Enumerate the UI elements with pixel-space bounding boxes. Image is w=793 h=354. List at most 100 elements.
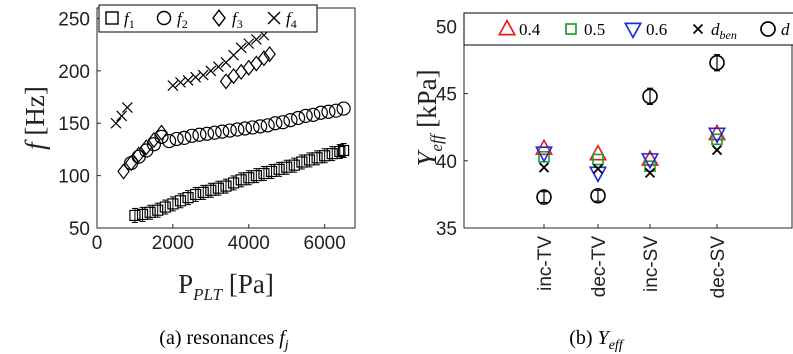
panel-b-point-0.6 (534, 146, 554, 163)
panel-a-point-f1 (159, 201, 171, 213)
panel-a-point-f2 (177, 130, 192, 146)
panel-a-point-f2 (207, 125, 222, 140)
panel-b-legend-label-3: 0.6 (646, 20, 667, 39)
panel-a-point-f4 (175, 76, 186, 88)
panel-a-x-tick-label: 2000 (152, 233, 194, 254)
panel-b-point-0.6 (707, 127, 727, 144)
panel-a-point-f2 (146, 137, 162, 152)
panel-a-legend-label-3: f3 (232, 9, 243, 31)
panel-b-point-0.6 (640, 153, 660, 170)
panel-a-series-f2 (124, 101, 351, 171)
panel-b-legend-marker-4 (692, 23, 704, 35)
legend-text: 0.4 (519, 20, 541, 39)
panel-a-y-tick-label: 200 (58, 62, 90, 83)
panel-a-point-f1 (258, 167, 270, 180)
caption-b: (b) Yeff (569, 327, 625, 353)
panel-a-point-f1 (136, 208, 149, 220)
panel-b-y-axis-label: Yeff [kPa] (412, 69, 446, 166)
panel-a-point-f4 (121, 102, 133, 113)
panel-a-point-f2 (154, 129, 169, 144)
panel-b-y-tick-label: 50 (436, 17, 457, 38)
panel-a-point-f1 (311, 152, 323, 164)
panel-a-point-f1 (197, 186, 209, 198)
panel-a-y-tick-label: 150 (58, 114, 90, 135)
panel-b-y-tick-label: 45 (436, 85, 457, 106)
panel-b-point-0.5 (644, 160, 656, 172)
panel-a-point-f2 (268, 116, 283, 131)
panel-b-point-0.6 (588, 166, 608, 183)
panel-a-point-f2 (169, 131, 184, 147)
panel-a-x-axis-label: PPLT [Pa] (178, 269, 274, 304)
panel-a-x-tick-label: 0 (92, 233, 103, 254)
panel-a-y-tick-label: 100 (58, 167, 90, 188)
panel-b-series-d (536, 54, 725, 205)
panel-a-point-f1 (303, 154, 316, 166)
panel-b-point-0.5 (711, 133, 723, 146)
panel-b-point-d_ben (711, 144, 723, 156)
panel-a-point-f2 (313, 105, 328, 120)
panel-a-resonances: 0 2000 4000 6000 50 100 150 200 250 f [Hz] PPLT … (20, 4, 356, 304)
legend-symbol-text: f (177, 9, 184, 28)
panel-b-y-tick-label: 35 (436, 219, 457, 240)
panel-a-point-f4 (116, 110, 128, 122)
panel-a-point-f4 (110, 117, 122, 129)
panel-b-point-d_ben (644, 167, 656, 179)
panel-a-point-f2 (161, 133, 177, 149)
panel-a-point-f2 (192, 127, 207, 142)
panel-a-point-f1 (212, 182, 225, 194)
panel-a-legend-label-1: f1 (124, 9, 135, 31)
caption-a: (a) resonances fj (159, 327, 289, 353)
panel-a-point-f2 (237, 121, 253, 136)
legend-text: d (781, 20, 790, 39)
panel-b-x-tick-label: dec-SV (708, 236, 729, 299)
panel-b-series-0.6 (534, 127, 727, 183)
panel-a-point-f2 (245, 120, 260, 135)
panel-a-point-f1 (227, 177, 240, 189)
legend-text: d (711, 20, 720, 39)
panel-a-x-tick-label: 6000 (304, 233, 346, 254)
legend-subscript: 1 (129, 17, 135, 31)
panel-a-legend-label-4: f4 (286, 9, 297, 31)
panel-b-point-0.4 (707, 123, 727, 141)
panel-a-x-tick-label: 4000 (228, 233, 270, 254)
panel-b-point-d_ben (592, 163, 604, 175)
legend-subscript: ben (720, 28, 737, 42)
panel-a-point-f3 (263, 45, 276, 63)
legend-text: 0.6 (646, 20, 667, 39)
panel-a-point-f1 (243, 172, 255, 184)
legend-symbol-text: f (124, 9, 131, 28)
panel-a-legend-marker-2 (156, 10, 172, 26)
panel-a-point-f2 (275, 115, 291, 130)
panel-a-legend-marker-4 (267, 11, 281, 25)
panel-a-point-f1 (235, 174, 247, 186)
panel-a-point-f1 (129, 209, 141, 222)
panel-b-legend-label-2: 0.5 (584, 20, 605, 39)
panel-b-x-tick-label: inc-SV (641, 236, 662, 292)
panel-a-point-f2 (199, 126, 215, 141)
panel-a-legend-marker-1 (105, 11, 119, 25)
panel-a-point-f3 (147, 131, 161, 149)
panel-a-point-f1 (338, 144, 350, 157)
panel-a-point-f1 (174, 195, 187, 207)
panel-a-series-f3 (117, 45, 276, 180)
panel-a-point-f2 (328, 103, 344, 118)
panel-b-point-d (709, 54, 725, 71)
panel-a-point-f1 (319, 150, 331, 162)
panel-a-point-f1 (167, 198, 179, 210)
legend-subscript: 2 (182, 17, 188, 31)
panel-b-x-tick-label: dec-TV (589, 236, 610, 298)
panel-a-point-f2 (290, 110, 306, 126)
legend-symbol-text: f (286, 9, 293, 28)
panel-a-y-axis-label: f [Hz] (20, 86, 50, 150)
panel-b-point-d (590, 187, 606, 204)
panel-b-legend-label-4: dben (711, 20, 737, 42)
panel-a-point-f4 (190, 71, 202, 83)
panel-b-y-tick-label: 40 (436, 152, 457, 173)
panel-a-point-f4 (250, 34, 262, 45)
panel-a-point-f2 (222, 123, 237, 138)
panel-b-point-0.4 (640, 149, 660, 166)
panel-a-legend: f1 f2 f3 f4 (98, 4, 318, 33)
panel-a-point-f4 (197, 69, 209, 81)
panel-a-point-f1 (334, 145, 346, 158)
